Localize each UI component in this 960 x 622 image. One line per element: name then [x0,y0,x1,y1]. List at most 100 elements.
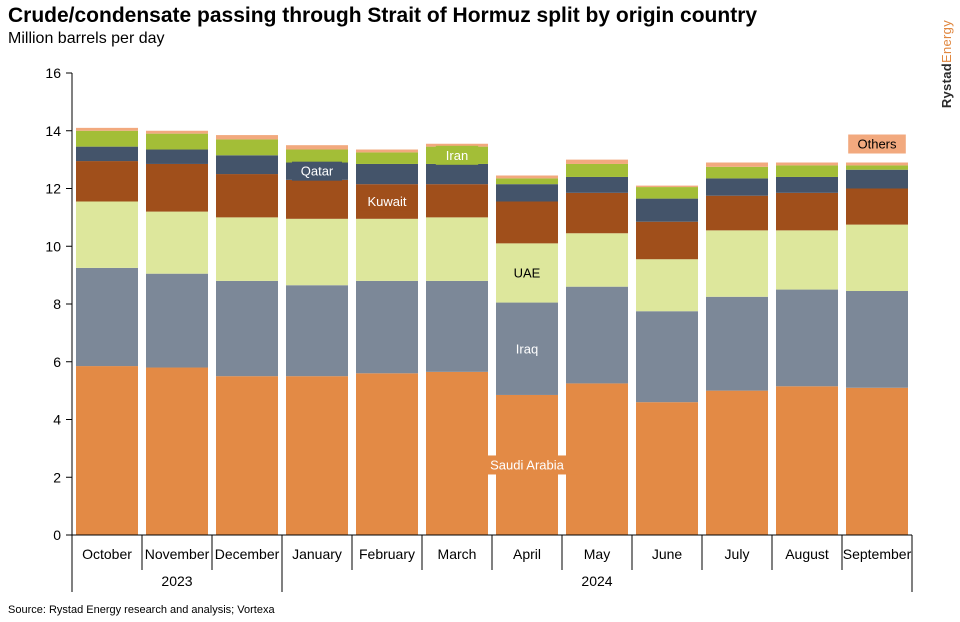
bar-segment-iraq [566,286,628,384]
bar-segment-kuwait [286,179,348,219]
y-tick-label: 12 [45,181,61,197]
bar-segment-saudi-arabia [636,402,698,535]
series-label-box-qatar [292,161,342,181]
bar-segment-kuwait [706,195,768,231]
bar-segment-iraq [706,296,768,391]
y-tick-label: 16 [45,65,61,81]
year-group-label: 2023 [161,573,192,589]
bar-segment-kuwait [216,174,278,218]
bar-segment-uae [356,218,418,281]
series-label-box-others [848,134,906,154]
bar-segment-others [566,159,628,164]
bar-segment-uae [776,230,838,290]
series-label-others: Others [857,137,897,152]
y-tick-label: 4 [53,412,61,428]
bar-segment-others [776,162,838,166]
y-tick-label: 8 [53,296,61,312]
bar-segment-qatar [566,176,628,193]
bar-segment-iran [846,165,908,170]
series-label-uae: UAE [514,265,541,280]
x-tick-label: November [145,546,210,562]
bar-segment-iraq [356,280,418,374]
bar-segment-iran [76,130,138,147]
bar-segment-saudi-arabia [76,366,138,535]
x-tick-label: March [438,546,477,562]
series-label-box-iran [435,145,479,165]
bar-segment-iran [146,133,208,150]
bar-segment-uae [706,230,768,297]
bar-segment-qatar [636,198,698,222]
bars [76,127,908,535]
bar-segment-qatar [426,163,488,185]
bar-segment-others [356,149,418,153]
bar-segment-others [706,162,768,167]
bar-segment-others [286,145,348,150]
y-tick-label: 0 [53,527,61,543]
bar-segment-iraq [76,267,138,367]
bar-segment-iran [636,187,698,199]
x-axis: October November December January February Ma… [71,534,913,592]
bar-segment-saudi-arabia [706,390,768,535]
series-label-qatar: Qatar [301,164,334,179]
bar-segment-kuwait [146,163,208,212]
series-label-iran: Iran [446,148,468,163]
bar-segment-iran [216,139,278,156]
bar-segment-uae [286,218,348,286]
series-label-box-uae [509,263,545,283]
x-tick-label: October [82,546,132,562]
bar-segment-iran [286,149,348,163]
bar-segment-others [426,143,488,147]
bar-segment-qatar [496,184,558,202]
series-label-box-saudi-arabia [475,455,579,475]
bar-segment-saudi-arabia [216,376,278,535]
bar-segment-others [846,162,908,166]
y-tick-label: 6 [53,354,61,370]
y-tick-label: 10 [45,238,61,254]
series-label-box-kuwait [358,191,416,211]
x-tick-label: August [785,546,829,562]
series-label-kuwait: Kuwait [367,194,406,209]
bar-segment-uae [636,259,698,312]
year-group-label: 2024 [581,573,612,589]
bar-segment-iran [706,166,768,179]
bar-segment-qatar [146,149,208,164]
x-tick-label: June [652,546,683,562]
bar-segment-uae [146,211,208,274]
x-tick-label: December [215,546,280,562]
series-label-saudi-arabia: Saudi Arabia [490,457,564,472]
x-tick-label: July [725,546,750,562]
bar-segment-uae [76,201,138,268]
bar-segment-saudi-arabia [286,376,348,535]
source-note: Source: Rystad Energy research and analy… [8,604,275,616]
bar-segment-kuwait [496,201,558,244]
y-axis: 0 2 4 6 8 10 12 14 16 [45,65,73,543]
series-label-box-iraq [505,339,549,359]
bar-segment-others [636,185,698,188]
bar-segment-qatar [216,155,278,175]
bar-segment-iraq [426,280,488,372]
bar-segment-qatar [76,146,138,162]
bar-segment-uae [846,224,908,292]
bar-segment-qatar [846,169,908,189]
bar-segment-iran [356,152,418,164]
bar-segment-saudi-arabia [776,386,838,535]
y-tick-label: 14 [45,123,61,139]
x-tick-label: April [513,546,541,562]
bar-segment-saudi-arabia [146,367,208,535]
y-tick-label: 2 [53,469,61,485]
x-tick-label: May [584,546,610,562]
bar-segment-kuwait [426,184,488,218]
x-tick-label: January [292,546,342,562]
bar-segment-kuwait [846,188,908,225]
bar-segment-iran [566,163,628,177]
series-labels: Saudi Arabia Iraq UAE Kuwait Qatar Iran Others [292,134,906,475]
chart-subtitle: Million barrels per day [8,30,165,47]
bar-segment-iran [776,165,838,177]
bar-segment-saudi-arabia [356,373,418,535]
bar-segment-iran [496,178,558,185]
bar-segment-uae [426,217,488,281]
bar-segment-others [146,130,208,134]
bar-segment-kuwait [566,192,628,234]
x-tick-label: February [359,546,415,562]
